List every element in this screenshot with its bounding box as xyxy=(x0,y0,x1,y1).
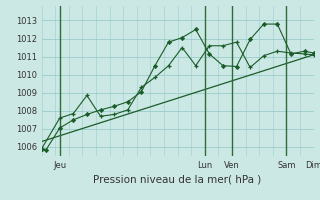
X-axis label: Pression niveau de la mer( hPa ): Pression niveau de la mer( hPa ) xyxy=(93,174,262,184)
